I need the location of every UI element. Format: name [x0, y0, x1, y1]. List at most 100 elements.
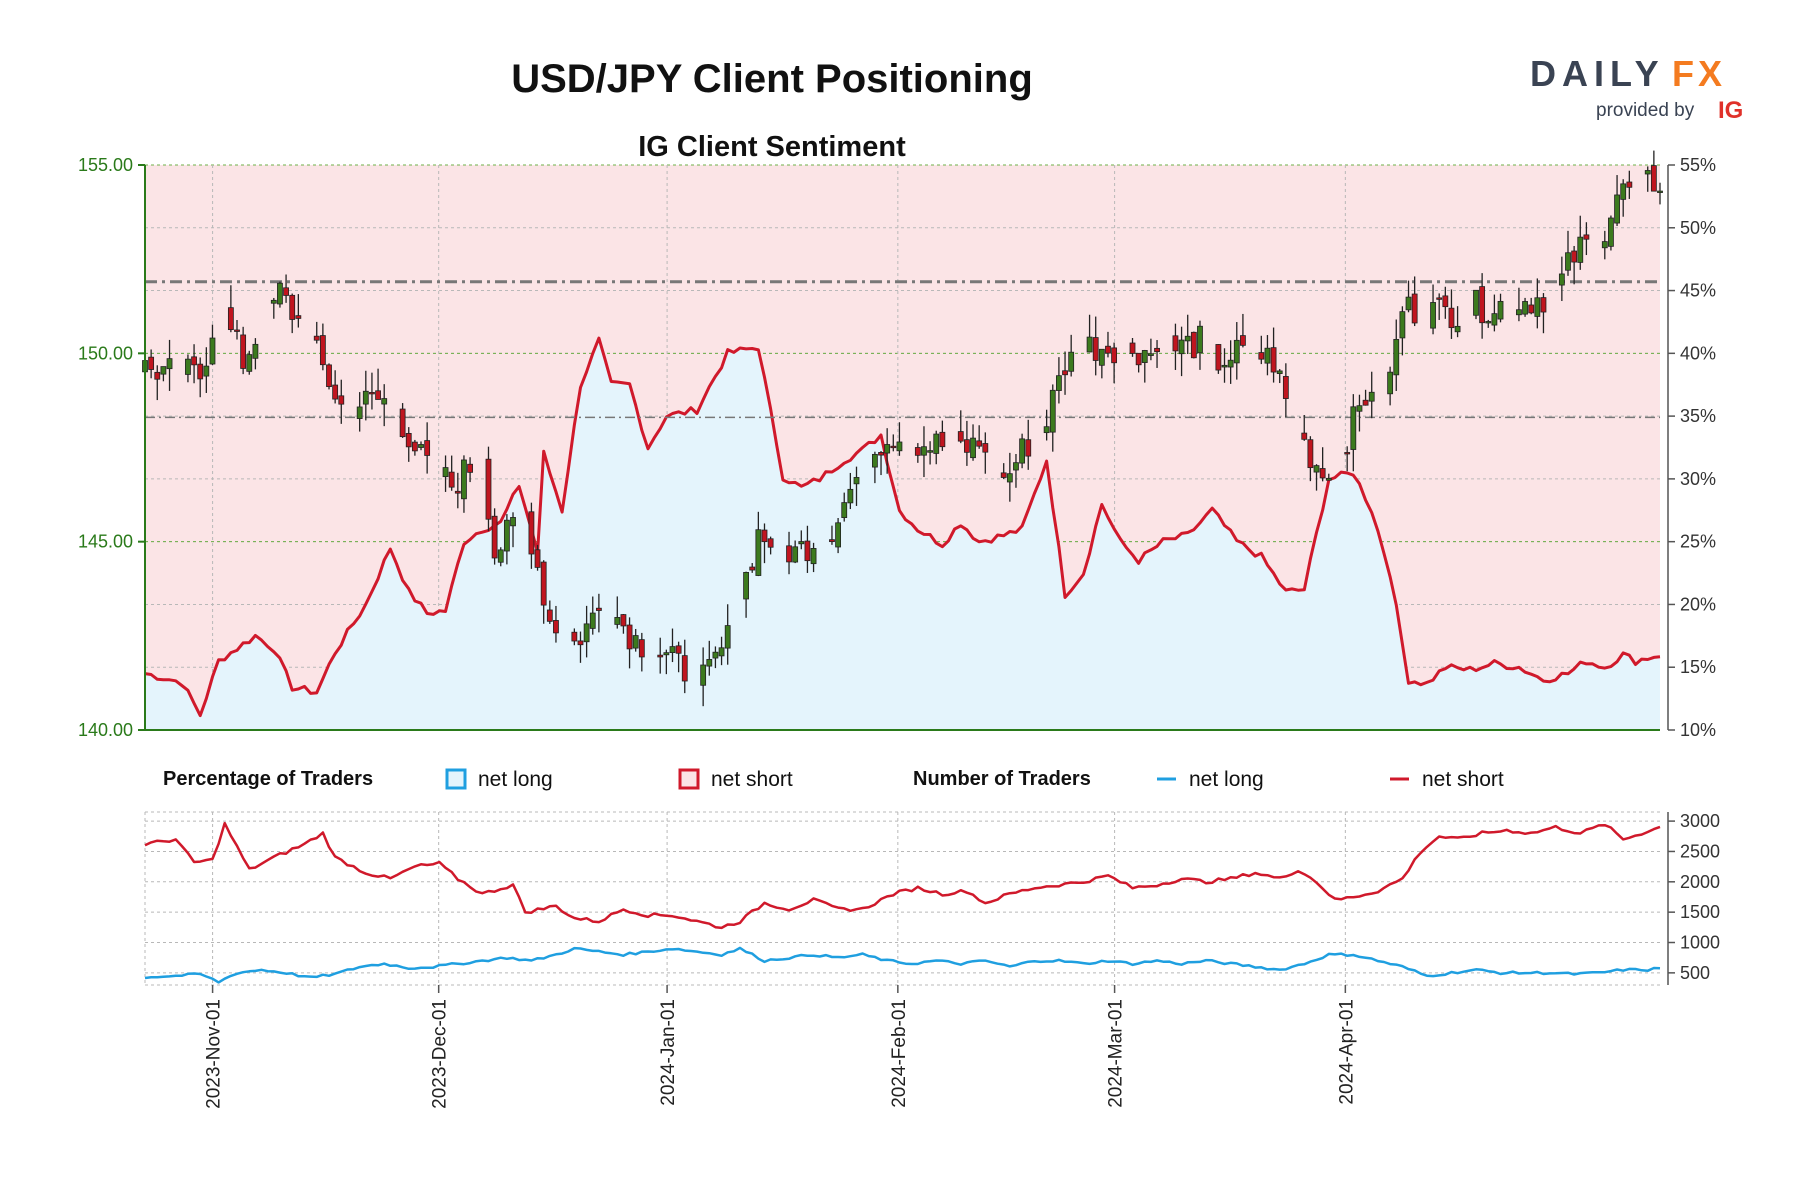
candle-body: [620, 614, 627, 627]
candle-body: [1650, 165, 1657, 192]
candle-body: [424, 440, 431, 456]
candle-body: [878, 452, 884, 456]
dailyfx-logo[interactable]: DAILY FX provided by IG: [1530, 53, 1743, 124]
candle-body: [1258, 352, 1265, 360]
candle-body: [227, 307, 234, 331]
candle-body: [749, 566, 756, 571]
candle-body: [595, 607, 602, 611]
candle-body: [1325, 477, 1332, 481]
candle-body: [1276, 370, 1283, 374]
candle-body: [767, 538, 774, 548]
candle-body: [497, 549, 504, 563]
candle-body: [712, 651, 719, 659]
candle-body: [914, 447, 921, 456]
candle-body: [491, 515, 498, 559]
candle-body: [921, 446, 927, 456]
candle-body: [540, 561, 547, 606]
num-tick-label: 1000: [1680, 933, 1720, 953]
pct-tick-label: 50%: [1680, 218, 1716, 238]
candle-body: [718, 647, 725, 657]
candle-body: [1141, 350, 1148, 363]
candle-body: [1319, 468, 1326, 479]
candle-body: [1233, 339, 1240, 364]
candle-body: [1528, 304, 1535, 314]
legend-pct-short-label: net short: [711, 768, 793, 791]
candle-body: [933, 433, 940, 454]
candle-body: [810, 548, 817, 565]
candle-body: [1558, 273, 1565, 286]
candle-body: [209, 337, 216, 365]
candle-body: [786, 545, 792, 563]
legend-num-short-label: net short: [1422, 768, 1504, 791]
candle-body: [657, 654, 664, 658]
candle-body: [1221, 364, 1228, 368]
candle-body: [1491, 313, 1498, 326]
candle-body: [804, 540, 811, 562]
num-tick-label: 2000: [1680, 872, 1720, 892]
pct-tick-label: 35%: [1680, 406, 1716, 426]
candle-body: [1197, 325, 1203, 354]
candle-body: [1399, 311, 1406, 339]
candle-body: [1565, 252, 1571, 271]
candle-body: [1092, 337, 1099, 361]
candle-body: [1454, 325, 1461, 333]
candle-body: [1497, 300, 1504, 320]
candle-body: [461, 459, 467, 500]
candle-body: [418, 444, 424, 448]
candle-body: [154, 371, 161, 380]
candle-body: [706, 659, 713, 667]
candle-body: [675, 645, 682, 654]
candle-body: [1448, 307, 1455, 329]
candle-body: [1411, 293, 1418, 324]
candle-body: [970, 437, 976, 459]
candle-body: [1644, 170, 1651, 175]
candle-body: [1577, 236, 1584, 263]
candle-body: [1393, 338, 1400, 376]
candle-body: [614, 617, 621, 625]
candle-body: [589, 612, 596, 629]
lower-panel-axes: 500 1000 1500 2000 2500 3000: [1667, 811, 1720, 985]
pct-tick-label: 55%: [1680, 155, 1716, 175]
candle-body: [289, 294, 296, 320]
candle-body: [1270, 347, 1277, 373]
candle-body: [1013, 462, 1019, 471]
chart-subtitle: IG Client Sentiment: [638, 131, 906, 163]
candle-body: [1583, 234, 1590, 240]
candle-body: [835, 522, 841, 548]
candle-body: [528, 511, 535, 555]
net-long-area: [145, 338, 1660, 730]
candle-body: [1105, 345, 1111, 354]
candle-body: [1387, 371, 1394, 395]
candle-body: [577, 640, 584, 646]
date-tick-label: 2023-Nov-01: [204, 999, 225, 1109]
candle-body: [1172, 335, 1179, 352]
candle-body: [503, 519, 510, 552]
lower-panel-grid: [144, 811, 1660, 986]
candle-body: [356, 406, 363, 419]
date-tick-label: 2024-Feb-01: [889, 999, 910, 1108]
candle-body: [375, 390, 381, 400]
candle-body: [1184, 335, 1191, 342]
candle-body: [638, 639, 645, 658]
candle-body: [1307, 439, 1314, 469]
pct-tick-label: 45%: [1680, 281, 1716, 301]
candle-body: [982, 443, 989, 453]
candle-body: [467, 463, 473, 473]
candle-body: [1049, 389, 1056, 433]
candle-body: [442, 467, 449, 478]
candle-body: [1485, 321, 1492, 324]
date-tick-label: 2023-Dec-01: [430, 999, 451, 1109]
candle-body: [1601, 241, 1608, 249]
candle-body: [847, 488, 854, 504]
candle-body: [571, 631, 578, 642]
candle-body: [454, 490, 461, 494]
candle-body: [700, 664, 707, 686]
candle-body: [1129, 342, 1136, 354]
candle-body: [1344, 452, 1351, 455]
candle-body: [381, 398, 388, 405]
candle-body: [510, 517, 516, 527]
candle-body: [399, 408, 406, 438]
candle-body: [939, 431, 946, 448]
